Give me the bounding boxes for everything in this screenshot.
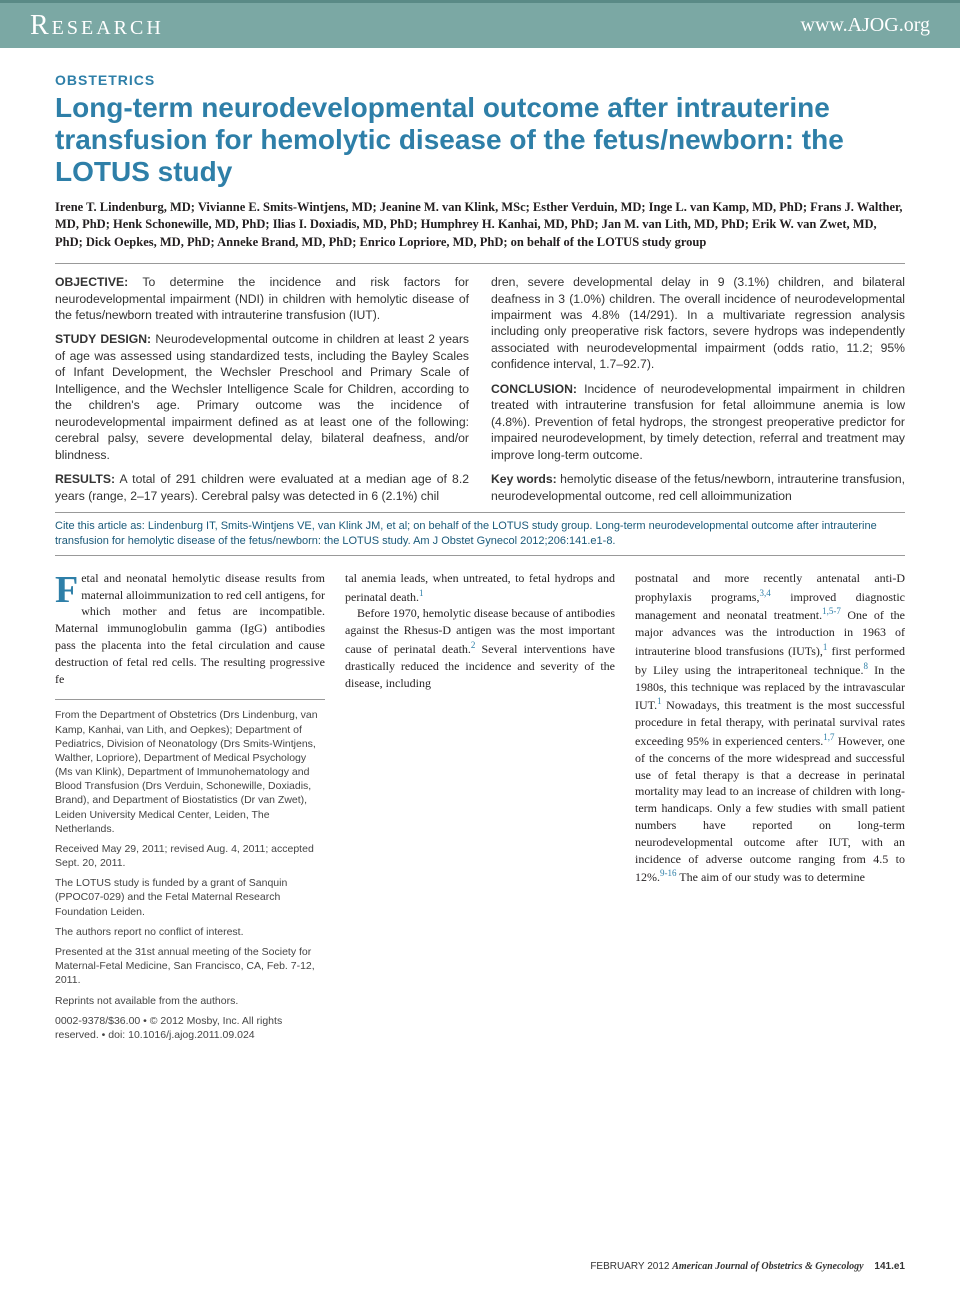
footer-date: FEBRUARY 2012	[590, 1261, 669, 1272]
divider	[55, 263, 905, 264]
keywords-label: Key words:	[491, 472, 557, 486]
objective-label: OBJECTIVE:	[55, 275, 128, 289]
ref-34: 3,4	[759, 588, 770, 598]
conclusion-label: CONCLUSION:	[491, 382, 577, 396]
affil-reprints: Reprints not available from the authors.	[55, 994, 325, 1008]
article-title: Long-term neurodevelopmental outcome aft…	[55, 92, 905, 189]
results-text: A total of 291 children were evaluated a…	[55, 472, 469, 502]
citation-box: Cite this article as: Lindenburg IT, Smi…	[55, 512, 905, 556]
body-para-1: Fetal and neonatal hemolytic disease res…	[55, 570, 325, 688]
article-category: OBSTETRICS	[55, 72, 905, 88]
body-p3: postnatal and more recently antenatal an…	[635, 570, 905, 886]
footer-journal: American Journal of Obstetrics & Gynecol…	[672, 1261, 863, 1272]
affil-copyright: 0002-9378/$36.00 • © 2012 Mosby, Inc. Al…	[55, 1014, 325, 1042]
abstract-keywords: Key words: hemolytic disease of the fetu…	[491, 471, 905, 504]
ref-157: 1,5-7	[822, 606, 841, 616]
footer-page: 141.e1	[874, 1261, 905, 1272]
header-banner: Research www.AJOG.org	[0, 0, 960, 48]
page-footer: FEBRUARY 2012 American Journal of Obstet…	[590, 1261, 905, 1272]
ref-17: 1,7	[823, 732, 834, 742]
abstract-objective: OBJECTIVE: To determine the incidence an…	[55, 274, 469, 323]
journal-url: www.AJOG.org	[801, 14, 930, 37]
ref-916: 9-16	[660, 868, 677, 878]
abstract-conclusion: CONCLUSION: Incidence of neurodevelopmen…	[491, 381, 905, 463]
affil-presented: Presented at the 31st annual meeting of …	[55, 945, 325, 988]
author-list: Irene T. Lindenburg, MD; Vivianne E. Smi…	[55, 199, 905, 252]
page-content: OBSTETRICS Long-term neurodevelopmental …	[0, 48, 960, 1042]
results-label: RESULTS:	[55, 472, 115, 486]
article-body: Fetal and neonatal hemolytic disease res…	[55, 570, 905, 1042]
abstract-design: STUDY DESIGN: Neurodevelopmental outcome…	[55, 331, 469, 463]
section-label: Research	[30, 10, 164, 42]
affil-conflict: The authors report no conflict of intere…	[55, 925, 325, 939]
ref-1: 1	[419, 588, 424, 598]
affiliation-block: From the Department of Obstetrics (Drs L…	[55, 699, 325, 1042]
affil-funding: The LOTUS study is funded by a grant of …	[55, 876, 325, 919]
design-text: Neurodevelopmental outcome in children a…	[55, 332, 469, 461]
affil-received: Received May 29, 2011; revised Aug. 4, 2…	[55, 842, 325, 870]
abstract-results: RESULTS: A total of 291 children were ev…	[55, 471, 469, 504]
body-p1a: etal and neonatal hemolytic disease resu…	[55, 571, 325, 686]
body-p1b: tal anemia leads, when untreated, to fet…	[345, 570, 615, 606]
dropcap: F	[55, 570, 81, 606]
abstract-results-cont: dren, severe developmental delay in 9 (3…	[491, 274, 905, 373]
affil-from: From the Department of Obstetrics (Drs L…	[55, 708, 325, 836]
design-label: STUDY DESIGN:	[55, 332, 151, 346]
body-p2: Before 1970, hemolytic disease because o…	[345, 605, 615, 691]
abstract: OBJECTIVE: To determine the incidence an…	[55, 274, 905, 504]
